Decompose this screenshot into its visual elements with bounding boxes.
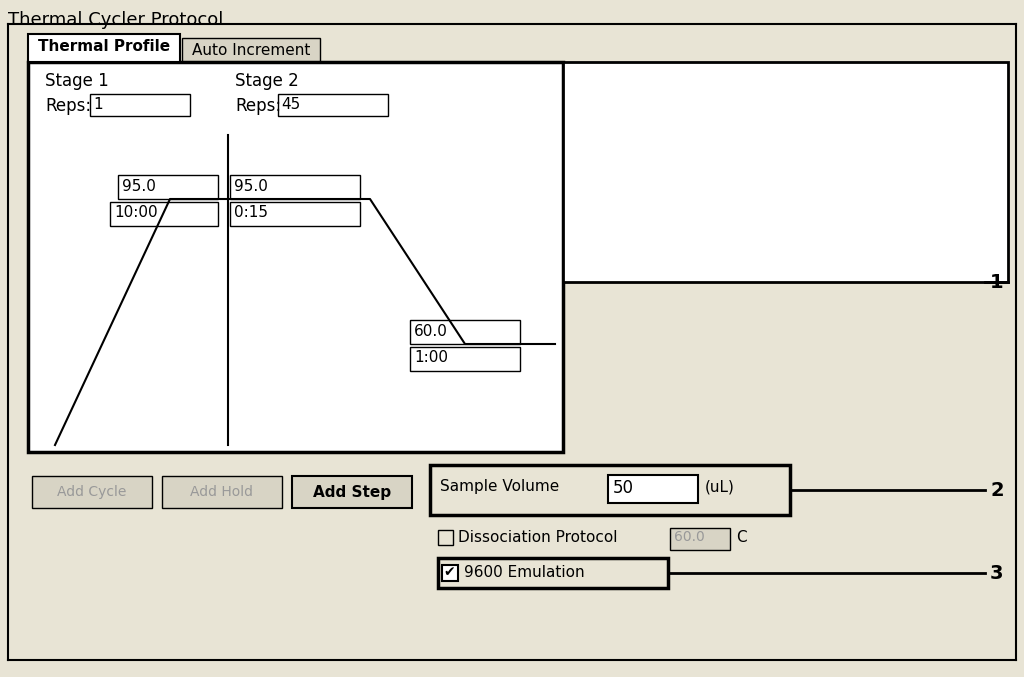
Bar: [230, 175, 360, 199]
Text: Stage 1: Stage 1: [45, 72, 109, 90]
Bar: [430, 465, 790, 515]
Text: 50: 50: [613, 479, 634, 497]
Bar: [438, 558, 668, 588]
Text: 60.0: 60.0: [414, 324, 447, 339]
Text: 9600 Emulation: 9600 Emulation: [464, 565, 585, 580]
Text: 0:15: 0:15: [234, 205, 268, 220]
Text: Thermal Profile: Thermal Profile: [38, 39, 170, 54]
Text: Sample Volume: Sample Volume: [440, 479, 559, 494]
Bar: [118, 175, 218, 199]
Text: 10:00: 10:00: [114, 205, 158, 220]
Bar: [28, 34, 180, 62]
Text: 1:00: 1:00: [414, 350, 449, 365]
Text: Stage 2: Stage 2: [234, 72, 299, 90]
Text: 45: 45: [281, 97, 300, 112]
Bar: [410, 320, 520, 344]
Bar: [670, 528, 730, 550]
Text: (uL): (uL): [705, 479, 735, 494]
Bar: [32, 476, 152, 508]
Text: Auto Increment: Auto Increment: [191, 43, 310, 58]
Text: ✔: ✔: [443, 565, 455, 579]
Text: Add Step: Add Step: [313, 485, 391, 500]
Text: C: C: [736, 530, 746, 545]
Text: Reps:: Reps:: [45, 97, 91, 115]
Text: 95.0: 95.0: [234, 179, 268, 194]
Text: 95.0: 95.0: [122, 179, 156, 194]
Text: 60.0: 60.0: [674, 530, 705, 544]
Bar: [90, 94, 190, 116]
Text: 1: 1: [990, 273, 1004, 292]
Bar: [563, 62, 1008, 282]
Bar: [442, 565, 458, 581]
Bar: [110, 202, 218, 226]
Text: 2: 2: [990, 481, 1004, 500]
Text: Dissociation Protocol: Dissociation Protocol: [458, 530, 617, 545]
Text: Thermal Cycler Protocol: Thermal Cycler Protocol: [8, 11, 223, 29]
Bar: [278, 94, 388, 116]
Text: Reps:: Reps:: [234, 97, 282, 115]
Bar: [162, 476, 282, 508]
Bar: [410, 347, 520, 371]
Text: Add Cycle: Add Cycle: [57, 485, 127, 499]
Bar: [230, 202, 360, 226]
Bar: [182, 38, 319, 62]
Bar: [608, 475, 698, 503]
Bar: [28, 62, 563, 452]
Bar: [292, 476, 412, 508]
Text: Add Hold: Add Hold: [190, 485, 254, 499]
Text: 3: 3: [990, 564, 1004, 583]
Bar: [438, 530, 453, 545]
Text: 1: 1: [93, 97, 102, 112]
